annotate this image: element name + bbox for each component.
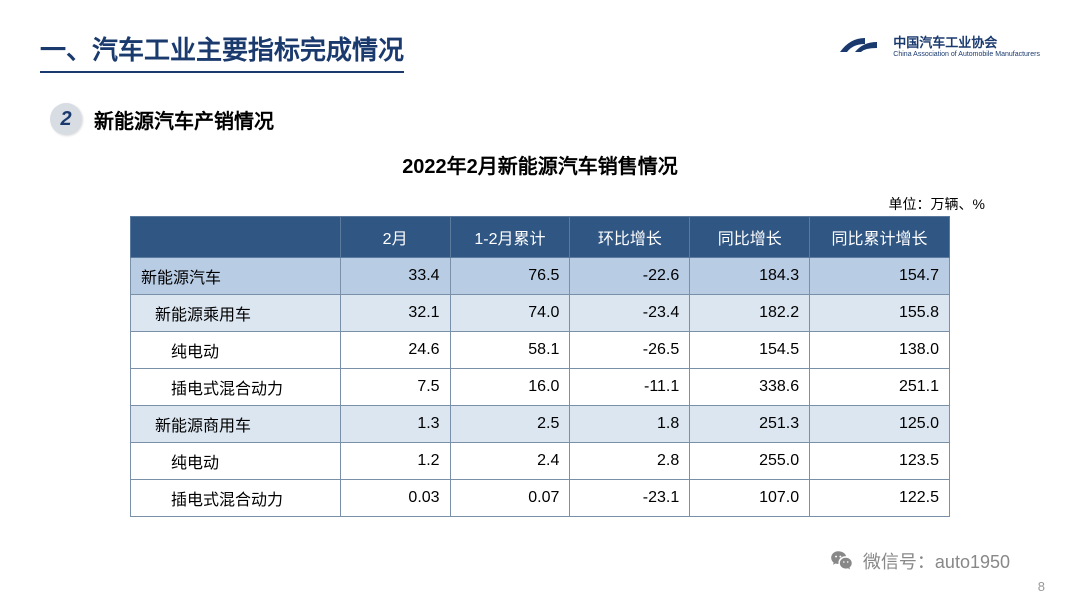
section-header: 2 新能源汽车产销情况 [50,103,1040,135]
data-cell: 2.8 [570,443,690,480]
row-label: 新能源商用车 [131,406,341,443]
data-cell: 155.8 [810,295,950,332]
main-title: 一、汽车工业主要指标完成情况 [40,30,404,73]
data-cell: 74.0 [450,295,570,332]
data-cell: 7.5 [340,369,450,406]
row-label: 纯电动 [131,332,341,369]
data-cell: -23.4 [570,295,690,332]
section-title: 新能源汽车产销情况 [94,105,274,134]
data-cell: 184.3 [690,258,810,295]
table-row: 新能源乘用车32.174.0-23.4182.2155.8 [131,295,950,332]
table-row: 插电式混合动力7.516.0-11.1338.6251.1 [131,369,950,406]
data-cell: 182.2 [690,295,810,332]
data-cell: 32.1 [340,295,450,332]
table-row: 插电式混合动力0.030.07-23.1107.0122.5 [131,480,950,517]
column-header: 环比增长 [570,217,690,258]
data-cell: 2.4 [450,443,570,480]
table-title: 2022年2月新能源汽车销售情况 [40,150,1040,179]
table-row: 新能源商用车1.32.51.8251.3125.0 [131,406,950,443]
data-cell: -26.5 [570,332,690,369]
logo-text-cn: 中国汽车工业协会 [893,32,1040,51]
data-cell: 154.7 [810,258,950,295]
column-header: 1-2月累计 [450,217,570,258]
column-header: 同比累计增长 [810,217,950,258]
data-cell: 338.6 [690,369,810,406]
data-cell: 76.5 [450,258,570,295]
row-label: 纯电动 [131,443,341,480]
slide-header: 一、汽车工业主要指标完成情况 中国汽车工业协会 China Associatio… [40,30,1040,73]
column-header [131,217,341,258]
row-label: 插电式混合动力 [131,369,341,406]
column-header: 2月 [340,217,450,258]
data-cell: 251.3 [690,406,810,443]
data-cell: 122.5 [810,480,950,517]
data-cell: 1.2 [340,443,450,480]
data-cell: 107.0 [690,480,810,517]
logo: 中国汽车工业协会 China Association of Automobile… [835,30,1040,60]
section-number: 2 [50,103,82,135]
data-cell: 251.1 [810,369,950,406]
unit-label: 单位：万辆、% [40,194,985,214]
data-cell: 1.8 [570,406,690,443]
data-cell: 1.3 [340,406,450,443]
data-cell: 58.1 [450,332,570,369]
row-label: 新能源汽车 [131,258,341,295]
wechat-icon [829,548,855,574]
data-cell: -11.1 [570,369,690,406]
table-header: 2月1-2月累计环比增长同比增长同比累计增长 [131,217,950,258]
data-cell: 154.5 [690,332,810,369]
row-label: 插电式混合动力 [131,480,341,517]
data-cell: 24.6 [340,332,450,369]
data-table: 2月1-2月累计环比增长同比增长同比累计增长 新能源汽车33.476.5-22.… [130,216,950,517]
data-cell: 16.0 [450,369,570,406]
logo-text: 中国汽车工业协会 China Association of Automobile… [893,32,1040,58]
table-row: 纯电动24.658.1-26.5154.5138.0 [131,332,950,369]
row-label: 新能源乘用车 [131,295,341,332]
page-number: 8 [1038,579,1045,594]
column-header: 同比增长 [690,217,810,258]
data-cell: -23.1 [570,480,690,517]
wechat-footer: 微信号：auto1950 [829,548,1010,574]
data-cell: 138.0 [810,332,950,369]
data-cell: 125.0 [810,406,950,443]
table-body: 新能源汽车33.476.5-22.6184.3154.7新能源乘用车32.174… [131,258,950,517]
data-cell: -22.6 [570,258,690,295]
logo-text-en: China Association of Automobile Manufact… [893,51,1040,58]
data-cell: 123.5 [810,443,950,480]
data-cell: 0.07 [450,480,570,517]
wechat-label: 微信号：auto1950 [863,548,1010,574]
table-row: 新能源汽车33.476.5-22.6184.3154.7 [131,258,950,295]
data-cell: 2.5 [450,406,570,443]
data-cell: 33.4 [340,258,450,295]
data-cell: 255.0 [690,443,810,480]
data-cell: 0.03 [340,480,450,517]
logo-icon [835,30,885,60]
table-row: 纯电动1.22.42.8255.0123.5 [131,443,950,480]
